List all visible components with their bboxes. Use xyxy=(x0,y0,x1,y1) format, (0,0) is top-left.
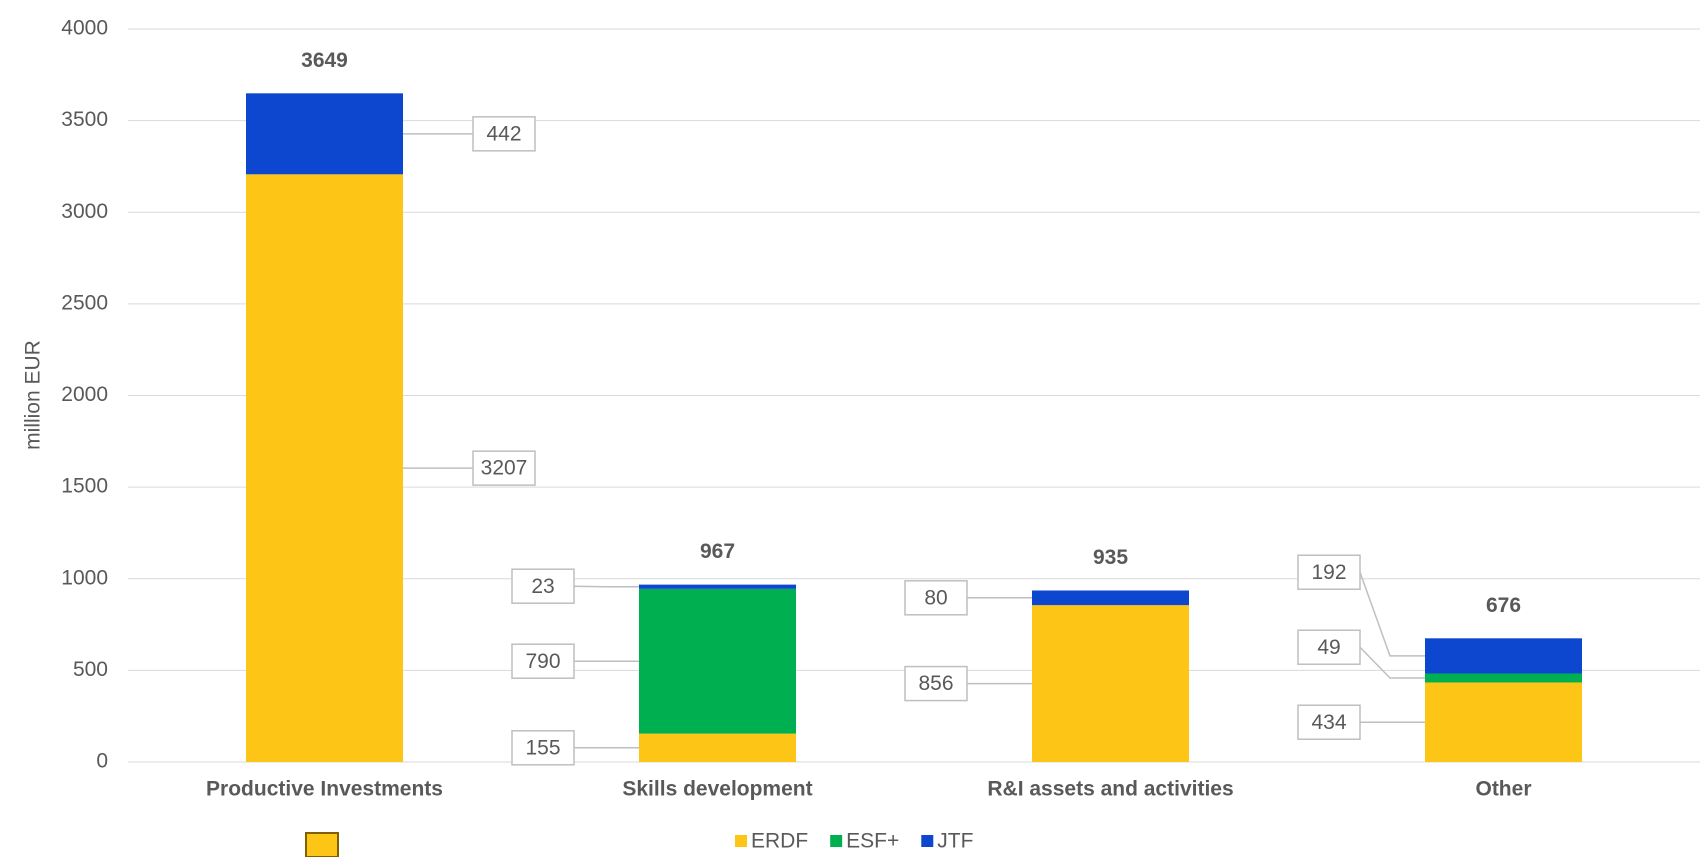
y-tick-label: 0 xyxy=(96,750,108,773)
bar-segment xyxy=(639,588,796,734)
data-label: 192 xyxy=(1311,561,1346,584)
total-label: 676 xyxy=(1486,594,1521,617)
bar-segment xyxy=(639,733,796,762)
bar-segment xyxy=(1425,638,1582,674)
label-box xyxy=(904,580,968,616)
label-box xyxy=(904,665,968,702)
data-label: 49 xyxy=(1317,636,1340,659)
y-tick-label: 2500 xyxy=(61,291,108,314)
legend-swatch xyxy=(921,835,934,847)
legend-label: JTF xyxy=(937,830,973,853)
label-box xyxy=(1297,554,1361,590)
label-box xyxy=(472,450,536,486)
y-axis-label: million EUR xyxy=(22,340,45,450)
data-label: 856 xyxy=(918,672,953,695)
label-box xyxy=(1297,704,1361,740)
data-label: 442 xyxy=(486,122,521,145)
legend-label: ERDF xyxy=(751,830,808,853)
x-tick-label: Skills development xyxy=(622,778,812,801)
label-box xyxy=(511,643,575,679)
data-label: 80 xyxy=(924,586,947,609)
decoration xyxy=(305,832,339,857)
legend-swatch xyxy=(830,835,843,847)
x-tick-label: R&I assets and activities xyxy=(987,778,1233,801)
bar-segment xyxy=(639,584,796,589)
bar-segment xyxy=(246,174,403,762)
label-box xyxy=(472,116,536,152)
x-tick-label: Productive Investments xyxy=(206,778,443,801)
data-label: 155 xyxy=(525,736,560,759)
x-tick-label: Other xyxy=(1475,778,1531,801)
y-tick-label: 1500 xyxy=(61,475,108,498)
data-label: 434 xyxy=(1311,711,1346,734)
leader-line xyxy=(1359,571,1425,657)
y-tick-label: 1000 xyxy=(61,566,108,589)
bar-segment xyxy=(246,93,403,175)
data-label: 790 xyxy=(525,650,560,673)
leader-line xyxy=(573,585,639,588)
y-tick-label: 3500 xyxy=(61,108,108,131)
bar-segment xyxy=(1425,682,1582,762)
leader-line xyxy=(1359,646,1425,679)
bar-segment xyxy=(1032,605,1189,762)
total-label: 967 xyxy=(700,540,735,563)
data-label: 3207 xyxy=(481,457,528,480)
label-box xyxy=(511,730,575,766)
y-tick-label: 3000 xyxy=(61,200,108,223)
label-box xyxy=(511,568,575,604)
total-label: 3649 xyxy=(301,49,348,72)
data-label: 23 xyxy=(531,575,554,598)
legend-label: ESF+ xyxy=(846,830,899,853)
bar-segment xyxy=(1032,590,1189,606)
bar-segment xyxy=(1425,673,1582,683)
label-box xyxy=(1297,629,1361,665)
total-label: 935 xyxy=(1093,546,1128,569)
y-tick-label: 500 xyxy=(73,658,108,681)
legend-swatch xyxy=(735,835,747,847)
y-tick-label: 4000 xyxy=(61,17,108,40)
y-tick-label: 2000 xyxy=(61,383,108,406)
